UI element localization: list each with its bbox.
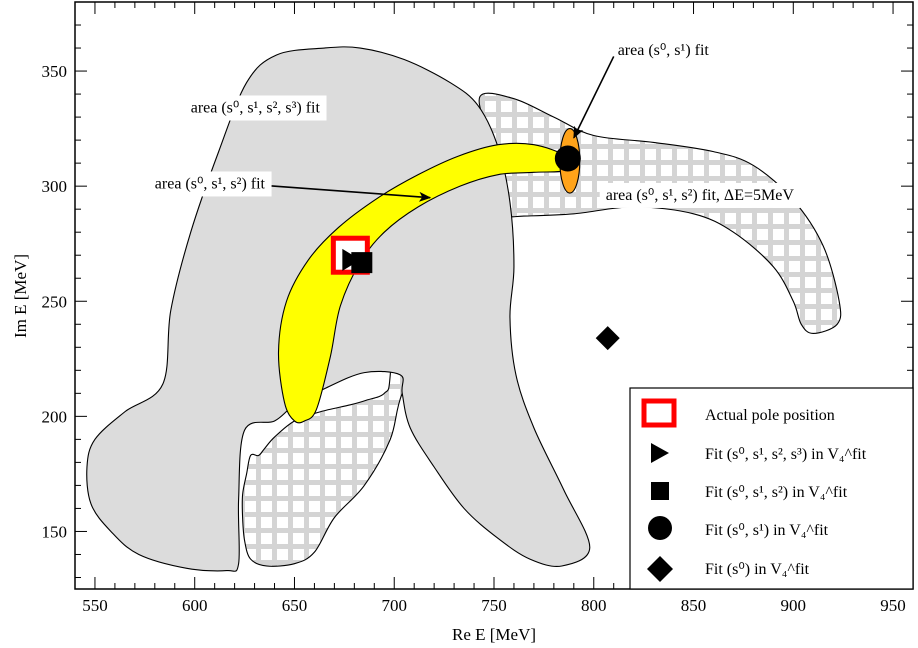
marker-square-2 bbox=[351, 252, 373, 274]
arrow-ann-s2 bbox=[271, 185, 432, 202]
y-tick-label: 200 bbox=[42, 407, 68, 426]
marker-diamond-4 bbox=[595, 326, 620, 351]
annotation-bg-ann-s1 bbox=[611, 37, 716, 63]
region-s0-s1-s2-dE5 bbox=[241, 92, 842, 567]
legend-label-fit-s1: Fit (s⁰, s¹) in V₄^fit bbox=[705, 522, 829, 539]
annotation-ann-s1: area (s⁰, s¹) fit bbox=[618, 42, 710, 59]
legend: Actual pole position Fit (s⁰, s¹, s², s³… bbox=[629, 387, 914, 590]
annotation-ann-s2: area (s⁰, s¹, s²) fit bbox=[155, 175, 266, 192]
legend-label-actual-pole: Actual pole position bbox=[705, 407, 835, 424]
legend-square-symbol bbox=[651, 482, 669, 500]
annotation-bg-ann-s2 bbox=[148, 171, 272, 197]
legend-box bbox=[629, 387, 914, 590]
x-tick-label: 850 bbox=[681, 596, 707, 615]
y-tick-label: 300 bbox=[42, 177, 68, 196]
y-tick-label: 150 bbox=[42, 522, 68, 541]
legend-triangle-symbol bbox=[651, 443, 669, 463]
arrow-ann-s1 bbox=[573, 56, 615, 139]
legend-circle-symbol bbox=[648, 516, 672, 540]
legend-label-fit-s0: Fit (s⁰) in V₄^fit bbox=[705, 561, 810, 578]
y-tick-label: 250 bbox=[42, 292, 68, 311]
annotation-ann-s3: area (s⁰, s¹, s², s³) fit bbox=[191, 99, 321, 116]
x-tick-label: 550 bbox=[82, 596, 108, 615]
annotation-ann-de: area (s⁰, s¹, s²) fit, ΔE=5MeV bbox=[606, 187, 795, 204]
x-axis-title: Re E [MeV] bbox=[452, 625, 536, 644]
legend-label-fit-s3: Fit (s⁰, s¹, s², s³) in V₄^fit bbox=[705, 446, 867, 463]
legend-label-fit-s2: Fit (s⁰, s¹, s²) in V₄^fit bbox=[705, 484, 848, 501]
annotation-bg-ann-de bbox=[599, 182, 801, 208]
marker-circle-3 bbox=[554, 145, 581, 172]
legend-actual-pole-symbol bbox=[641, 398, 677, 428]
x-tick-label: 800 bbox=[581, 596, 607, 615]
x-tick-label: 700 bbox=[381, 596, 407, 615]
legend-diamond-symbol bbox=[647, 556, 673, 582]
x-tick-label: 650 bbox=[282, 596, 308, 615]
y-tick-label: 350 bbox=[42, 62, 68, 81]
x-tick-label: 900 bbox=[781, 596, 807, 615]
x-tick-label: 950 bbox=[880, 596, 906, 615]
annotation-bg-ann-s3 bbox=[184, 95, 327, 121]
x-tick-label: 600 bbox=[182, 596, 208, 615]
x-tick-label: 750 bbox=[481, 596, 507, 615]
y-axis-title: Im E [MeV] bbox=[11, 254, 30, 338]
